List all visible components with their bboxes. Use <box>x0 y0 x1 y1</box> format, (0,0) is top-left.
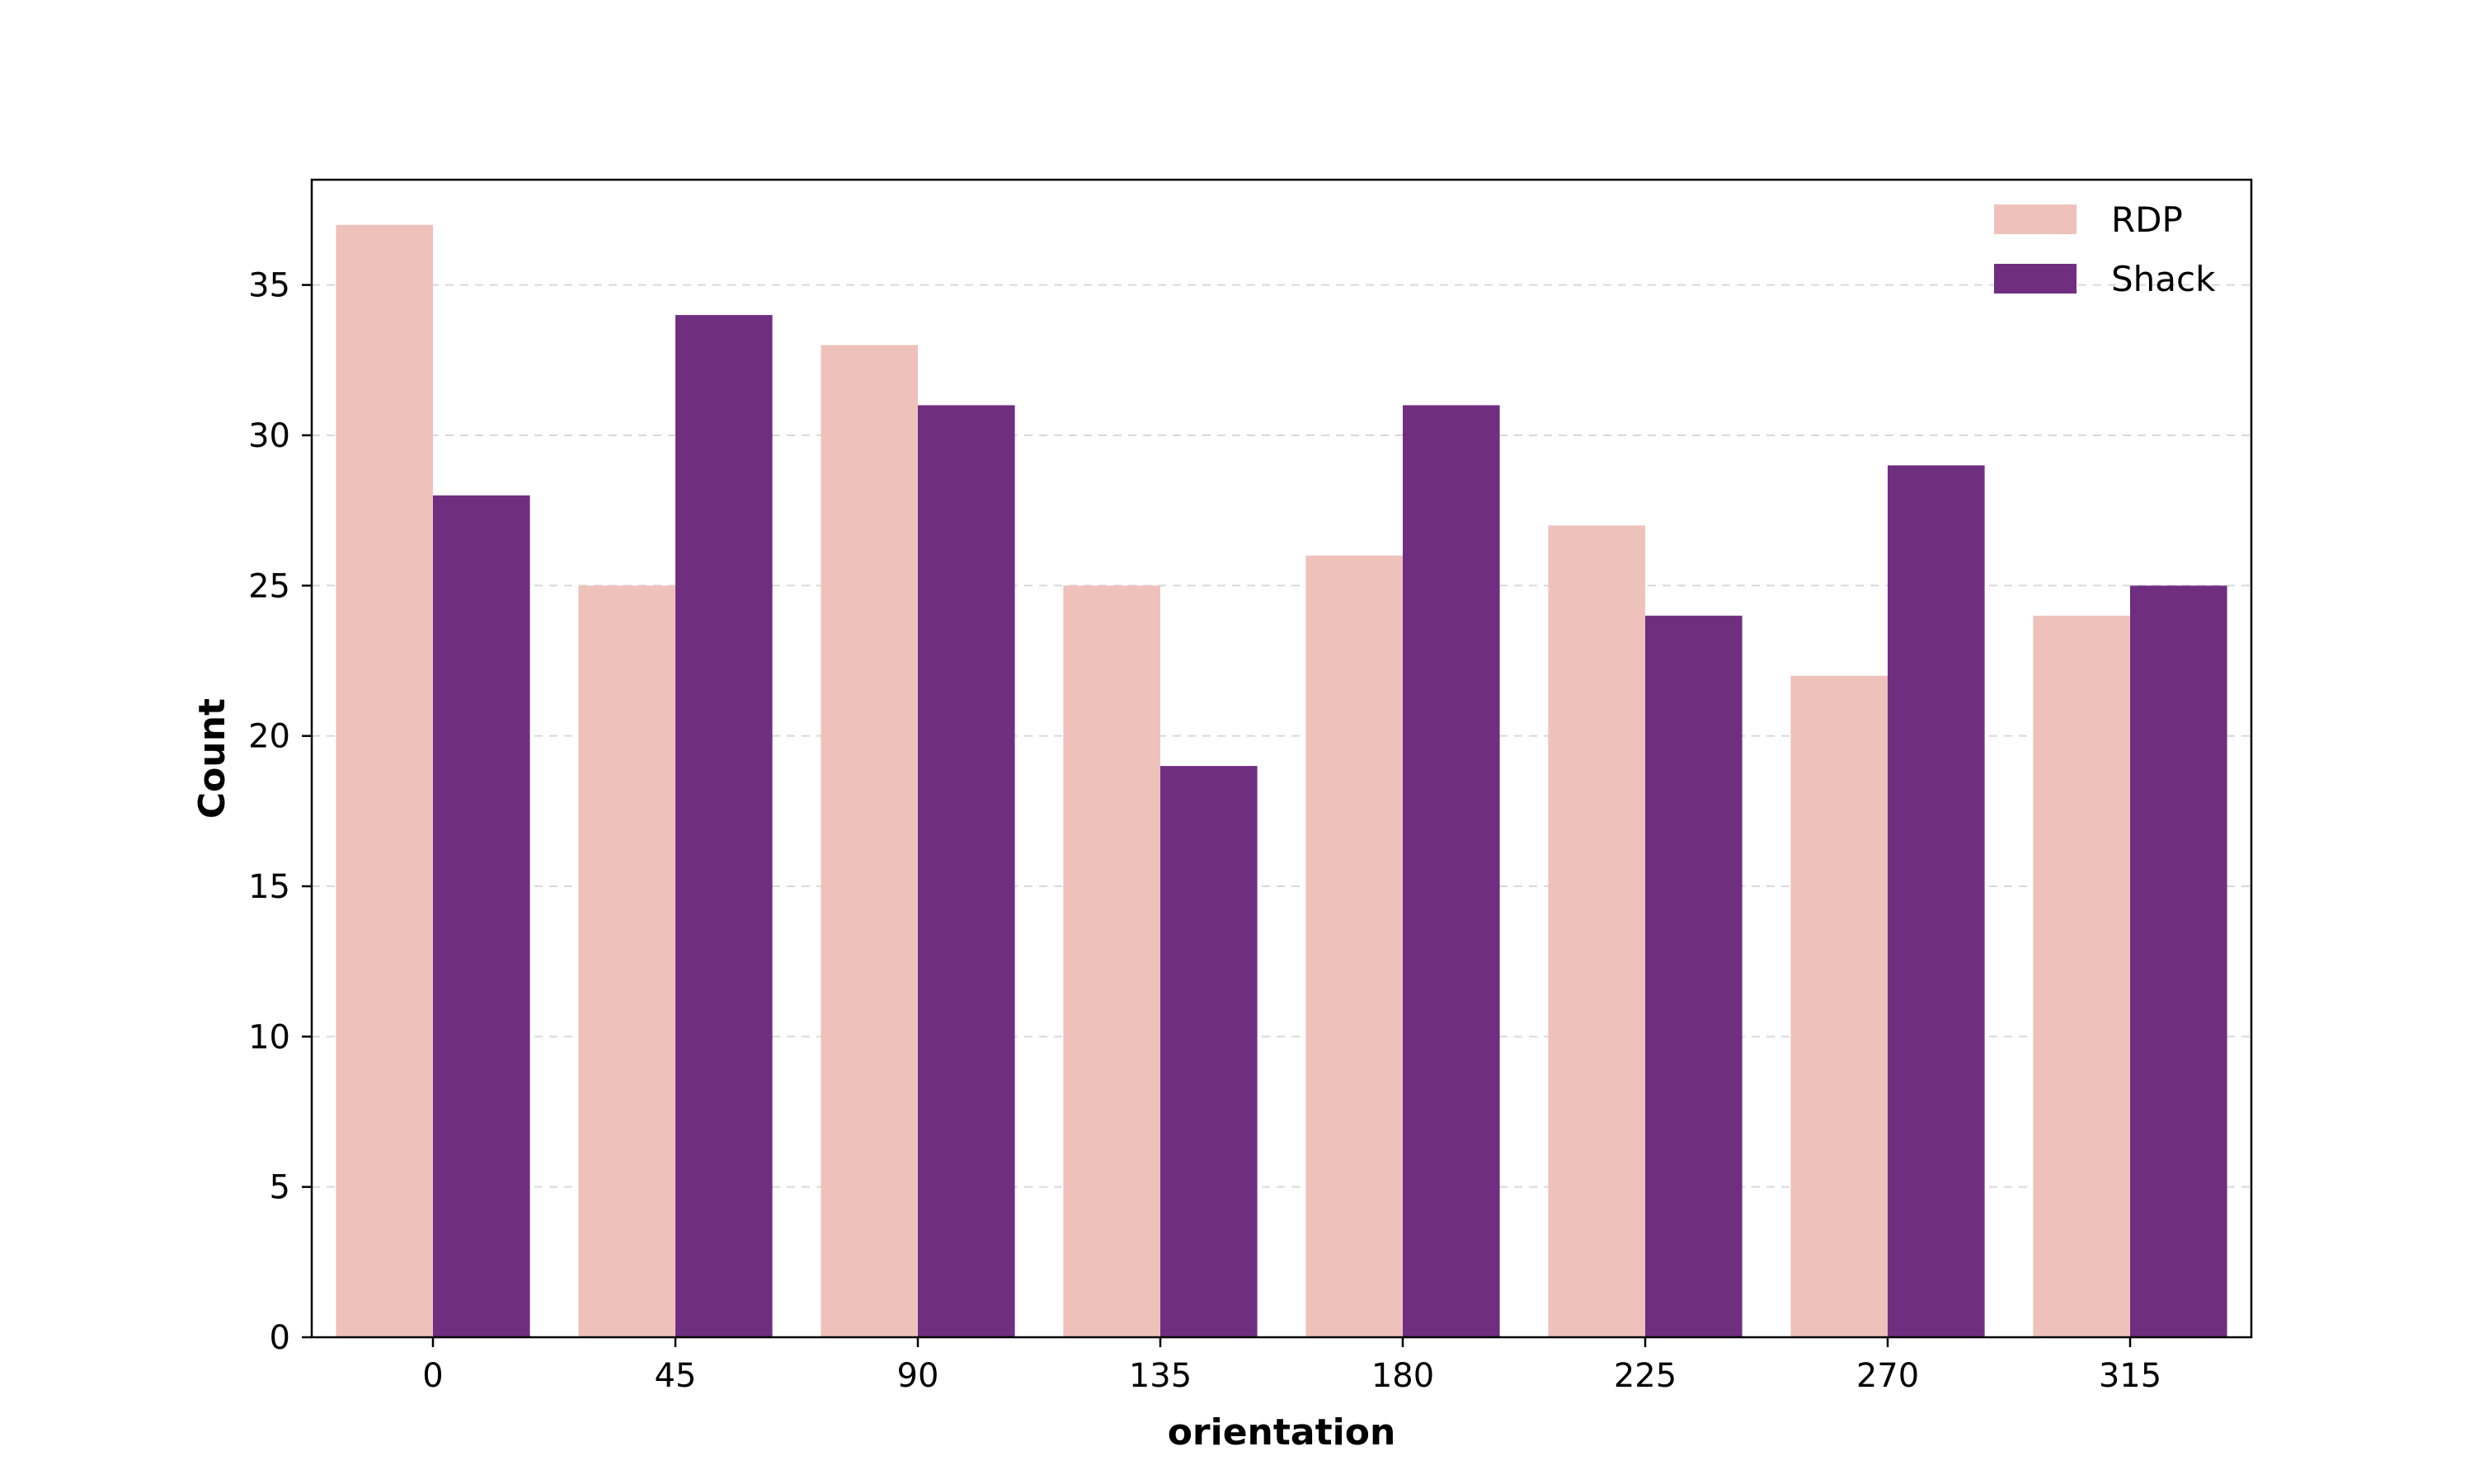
legend: RDP Shack <box>1994 200 2216 299</box>
bar-rdp-315 <box>2033 615 2130 1337</box>
bar-shack-135 <box>1160 766 1258 1337</box>
x-tick-label: 135 <box>1129 1357 1192 1395</box>
bar-shack-270 <box>1888 465 1985 1337</box>
y-tick-label: 5 <box>270 1169 290 1207</box>
x-axis-title: orientation <box>1168 1411 1396 1453</box>
bar-shack-225 <box>1645 615 1743 1337</box>
legend-label-rdp: RDP <box>2111 200 2183 240</box>
bar-shack-315 <box>2130 585 2227 1337</box>
bar-rdp-270 <box>1790 675 1888 1337</box>
bar-rdp-45 <box>578 585 675 1337</box>
bar-rdp-180 <box>1305 555 1403 1337</box>
x-tick-label: 180 <box>1371 1357 1434 1395</box>
x-tick-label: 270 <box>1856 1357 1919 1395</box>
x-tick-label: 315 <box>2099 1357 2161 1395</box>
y-tick-label: 10 <box>248 1018 290 1056</box>
y-tick-label: 35 <box>248 267 290 305</box>
y-tick-label: 25 <box>248 567 290 605</box>
legend-swatch-shack <box>1994 264 2077 294</box>
axes: 0 5 10 15 20 25 30 35 0 45 90 135 180 225 270 315 <box>248 178 2253 1395</box>
x-tick-label: 45 <box>655 1357 697 1395</box>
bar-rdp-225 <box>1548 525 1645 1337</box>
plot-frame <box>310 178 2253 1339</box>
bar-rdp-135 <box>1063 585 1160 1337</box>
y-tick-label: 15 <box>248 868 290 906</box>
bar-rdp-90 <box>821 345 918 1338</box>
bar-shack-90 <box>918 405 1015 1338</box>
x-tick-label: 225 <box>1614 1357 1677 1395</box>
x-tick-label: 0 <box>422 1357 443 1395</box>
y-tick-label: 20 <box>248 718 290 756</box>
bar-shack-45 <box>675 315 773 1337</box>
bar-shack-0 <box>433 495 530 1337</box>
legend-swatch-rdp <box>1994 204 2077 234</box>
grid-lines <box>312 284 2251 1188</box>
y-tick-label: 0 <box>270 1319 290 1357</box>
x-tick-label: 90 <box>897 1357 939 1395</box>
bar-rdp-0 <box>336 224 433 1337</box>
bars <box>336 224 2227 1338</box>
y-axis-title: Count <box>191 698 233 819</box>
y-tick-label: 30 <box>248 417 290 455</box>
bar-shack-180 <box>1403 405 1500 1338</box>
legend-label-shack: Shack <box>2111 259 2216 299</box>
